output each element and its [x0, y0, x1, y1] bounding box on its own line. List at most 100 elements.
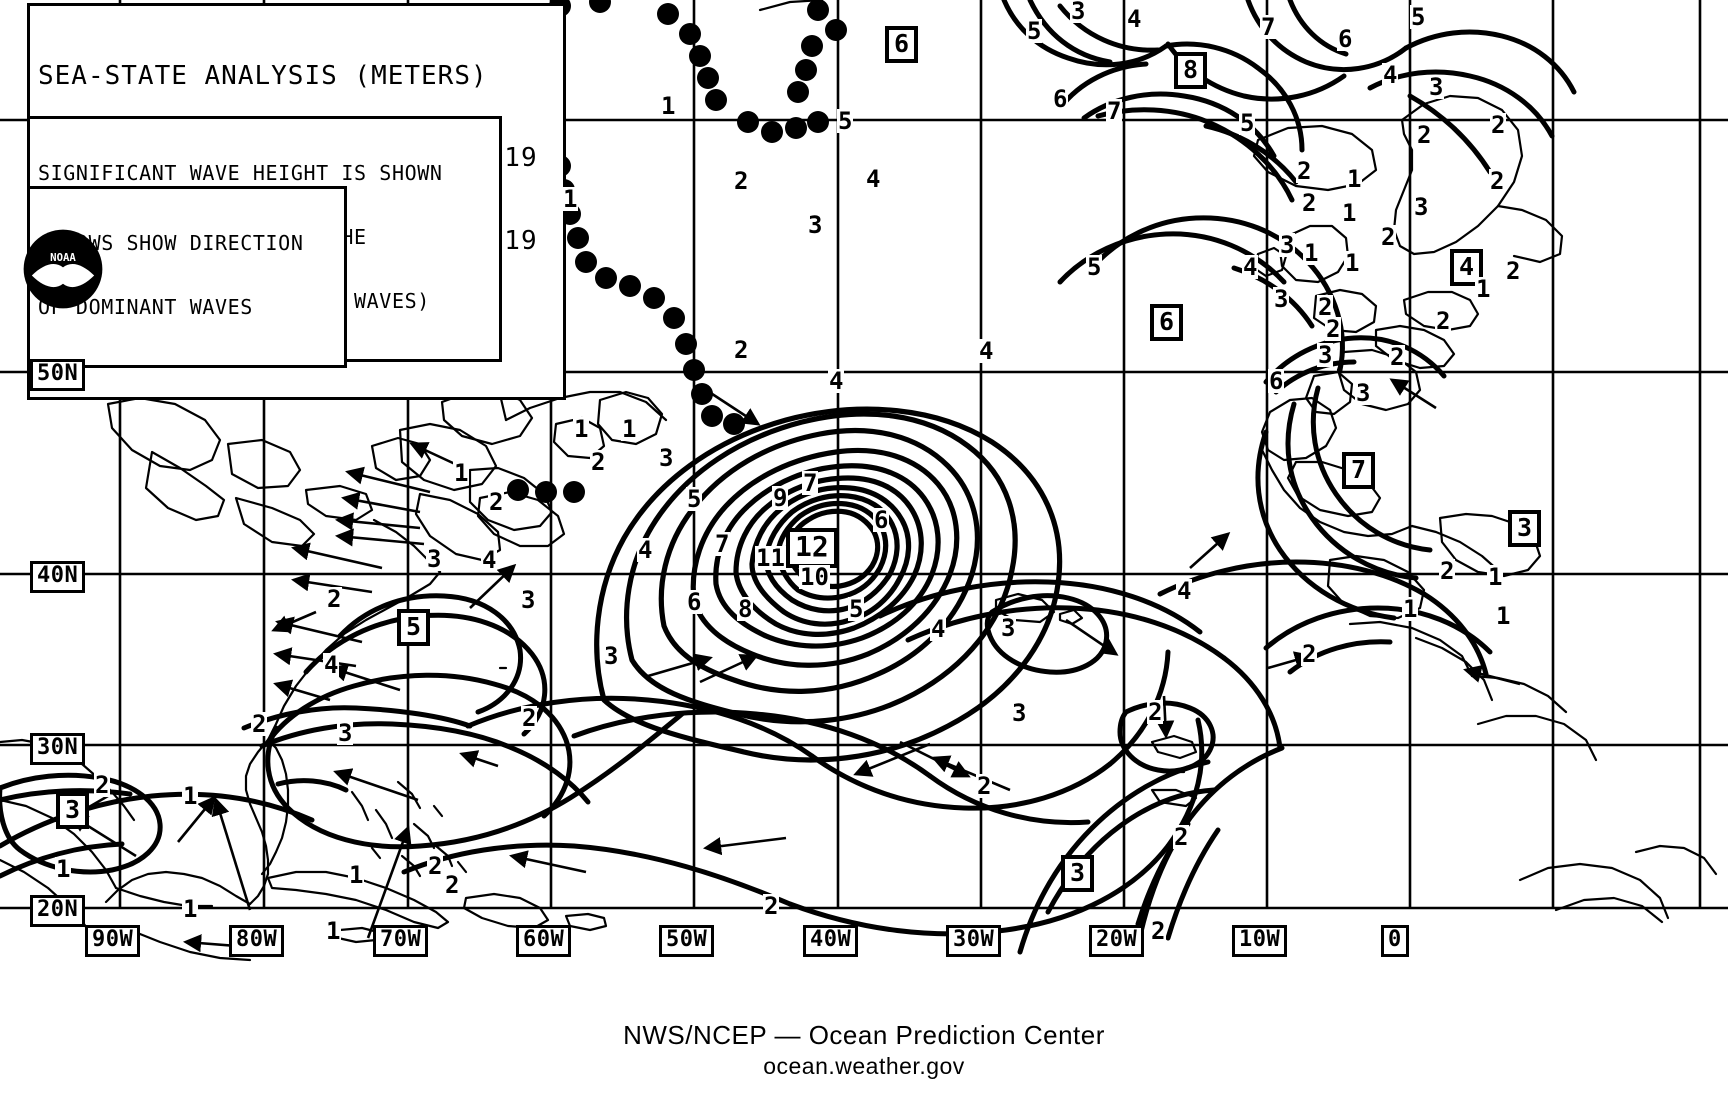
max-box-3-gulf: 3 — [56, 792, 90, 829]
contour-label-11: 11 — [755, 544, 786, 572]
contour-label-2: 2 — [1301, 189, 1318, 217]
lat-label-30n: 30N — [30, 733, 86, 765]
contour-label-1: 1 — [1495, 602, 1512, 630]
contour-label-1: 1 — [562, 185, 579, 213]
max-box-3-mediterranean: 3 — [1508, 510, 1542, 547]
lon-label-40w: 40W — [803, 925, 859, 957]
contour-label-3: 3 — [1413, 193, 1430, 221]
contour-label-2: 2 — [1296, 157, 1313, 185]
contour-label-2: 2 — [733, 167, 750, 195]
contour-label-4: 4 — [1126, 5, 1143, 33]
contour-label-2: 2 — [1317, 293, 1334, 321]
note-line-1: SIGNIFICANT WAVE HEIGHT IS SHOWN — [38, 161, 443, 185]
lon-label-20w: 20W — [1089, 925, 1145, 957]
sea-ice-edge — [507, 0, 847, 503]
contour-label-5: 5 — [837, 107, 854, 135]
contour-label-5: 5 — [848, 595, 865, 623]
contour-label-3: 3 — [603, 642, 620, 670]
footer-url: ocean.weather.gov — [763, 1053, 965, 1079]
contour-label-1: 1 — [1475, 275, 1492, 303]
contour-label-2: 2 — [427, 852, 444, 880]
footer-agency: NWS/NCEP — Ocean Prediction Center — [623, 1020, 1105, 1050]
max-box-8-ne-atlantic: 8 — [1174, 52, 1208, 89]
wave-height-contours — [0, 559, 1489, 937]
lon-label-90w: 90W — [85, 925, 141, 957]
contour-label-3: 3 — [1000, 614, 1017, 642]
contour-label-4: 4 — [323, 651, 340, 679]
lon-label-50w: 50W — [659, 925, 715, 957]
contour-label-2: 2 — [1439, 557, 1456, 585]
contour-label-1: 1 — [1346, 165, 1363, 193]
contour-label-1: 1 — [1344, 249, 1361, 277]
contour-label-2: 2 — [326, 585, 343, 613]
contour-label-2: 2 — [1435, 307, 1452, 335]
arrow-legend-line-2: OF DOMINANT WAVES — [38, 295, 253, 319]
contour-label-6: 6 — [873, 506, 890, 534]
contour-label-2: 2 — [1147, 698, 1164, 726]
max-box-7-biscay: 7 — [1342, 452, 1376, 489]
contour-label-1: 1 — [1303, 239, 1320, 267]
contour-label-1: 1 — [1341, 199, 1358, 227]
contour-label-10: 10 — [799, 563, 830, 591]
lon-label-60w: 60W — [516, 925, 572, 957]
contour-label-2: 2 — [1389, 343, 1406, 371]
contour-label-9: 9 — [772, 484, 789, 512]
contour-label-4: 4 — [930, 615, 947, 643]
contour-label-1: 1 — [1402, 595, 1419, 623]
max-box-6-east-atlantic: 6 — [1150, 304, 1184, 341]
lon-label-10w: 10W — [1232, 925, 1288, 957]
contour-label-2: 2 — [976, 772, 993, 800]
contour-label-4: 4 — [865, 165, 882, 193]
contour-label-1: 1 — [55, 855, 72, 883]
contour-label-1: 1 — [182, 895, 199, 923]
contour-label-3: 3 — [1279, 231, 1296, 259]
contour-label-3: 3 — [1273, 285, 1290, 313]
contour-label-2: 2 — [1380, 223, 1397, 251]
contour-label-3: 3 — [1011, 699, 1028, 727]
contour-label-5: 5 — [686, 485, 703, 513]
contour-label-4: 4 — [1382, 61, 1399, 89]
contour-label-2: 2 — [488, 488, 505, 516]
max-box-5-west-atlantic: 5 — [397, 609, 431, 646]
contour-label-3: 3 — [520, 586, 537, 614]
max-box-3-subtropical: 3 — [1061, 855, 1095, 892]
contour-label-3: 3 — [426, 545, 443, 573]
contour-label-2: 2 — [521, 704, 538, 732]
contour-label-7: 7 — [1106, 97, 1123, 125]
contour-label-4: 4 — [1176, 577, 1193, 605]
max-box-6-labrador: 6 — [885, 26, 919, 63]
lat-label-20n: 20N — [30, 895, 86, 927]
contour-label-3: 3 — [807, 211, 824, 239]
contour-label-8: 8 — [737, 595, 754, 623]
contour-label-2: 2 — [1301, 640, 1318, 668]
contour-label-1: 1 — [1487, 563, 1504, 591]
noaa-logo: NOAA — [23, 229, 103, 309]
contour-label-2: 2 — [1490, 111, 1507, 139]
contour-label-5: 5 — [1026, 17, 1043, 45]
contour-label-2: 2 — [1325, 315, 1342, 343]
contour-label-3: 3 — [1428, 73, 1445, 101]
chart-title: SEA-STATE ANALYSIS (METERS) — [38, 60, 488, 91]
contour-label-2: 2 — [444, 871, 461, 899]
contour-label-7: 7 — [1260, 13, 1277, 41]
contour-label-2: 2 — [733, 336, 750, 364]
contour-label-5: 5 — [1239, 109, 1256, 137]
contour-label-4: 4 — [637, 536, 654, 564]
contour-label-1: 1 — [348, 861, 365, 889]
contour-label-5: 5 — [1086, 253, 1103, 281]
contour-label-3: 3 — [1317, 341, 1334, 369]
contour-label-2: 2 — [763, 892, 780, 920]
contour-label-2: 2 — [1150, 917, 1167, 945]
contour-label-2: 2 — [1416, 121, 1433, 149]
contour-label-7: 7 — [714, 530, 731, 558]
contour-label-3: 3 — [337, 719, 354, 747]
contour-label-1: 1 — [182, 782, 199, 810]
lon-label-80w: 80W — [229, 925, 285, 957]
contour-label-2: 2 — [251, 710, 268, 738]
lat-label-50n: 50N — [30, 359, 86, 391]
noaa-logo-text: NOAA — [50, 251, 76, 264]
contour-label-2: 2 — [94, 771, 111, 799]
contour-label-3: 3 — [658, 444, 675, 472]
contour-label-3: 3 — [1355, 379, 1372, 407]
contour-label-2: 2 — [1173, 823, 1190, 851]
